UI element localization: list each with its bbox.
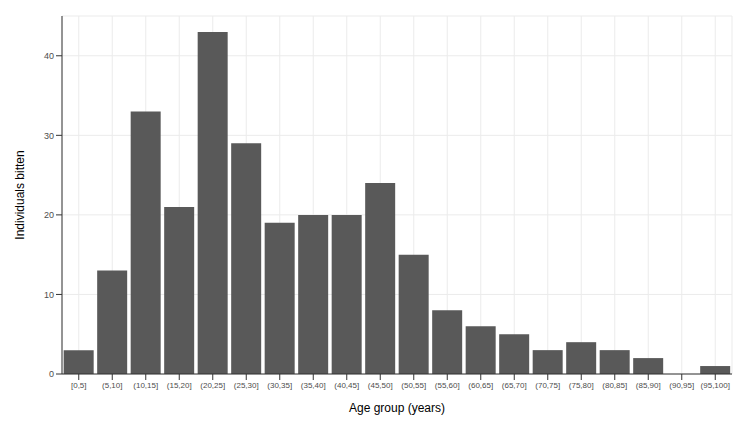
svg-text:(90,95]: (90,95] — [669, 381, 694, 390]
svg-text:40: 40 — [44, 51, 54, 61]
svg-text:(80,85]: (80,85] — [602, 381, 627, 390]
svg-text:[0,5]: [0,5] — [71, 381, 87, 390]
svg-text:Individuals bitten: Individuals bitten — [13, 150, 27, 239]
svg-text:Age group (years): Age group (years) — [349, 401, 445, 415]
svg-text:(15,20]: (15,20] — [167, 381, 192, 390]
svg-text:(35,40]: (35,40] — [301, 381, 326, 390]
svg-text:(25,30]: (25,30] — [234, 381, 259, 390]
svg-text:(95,100]: (95,100] — [701, 381, 730, 390]
svg-text:(55,60]: (55,60] — [435, 381, 460, 390]
svg-text:(70,75]: (70,75] — [535, 381, 560, 390]
svg-text:(40,45]: (40,45] — [334, 381, 359, 390]
svg-text:20: 20 — [44, 210, 54, 220]
svg-text:(85,90]: (85,90] — [636, 381, 661, 390]
svg-text:(30,35]: (30,35] — [267, 381, 292, 390]
svg-text:(45,50]: (45,50] — [368, 381, 393, 390]
svg-text:(20,25]: (20,25] — [200, 381, 225, 390]
svg-text:(65,70]: (65,70] — [502, 381, 527, 390]
svg-text:10: 10 — [44, 290, 54, 300]
svg-text:30: 30 — [44, 131, 54, 141]
svg-text:(50,55]: (50,55] — [401, 381, 426, 390]
svg-text:(10,15]: (10,15] — [133, 381, 158, 390]
svg-text:(75,80]: (75,80] — [569, 381, 594, 390]
svg-text:0: 0 — [49, 369, 54, 379]
svg-text:(60,65]: (60,65] — [468, 381, 493, 390]
svg-text:(5,10]: (5,10] — [102, 381, 122, 390]
